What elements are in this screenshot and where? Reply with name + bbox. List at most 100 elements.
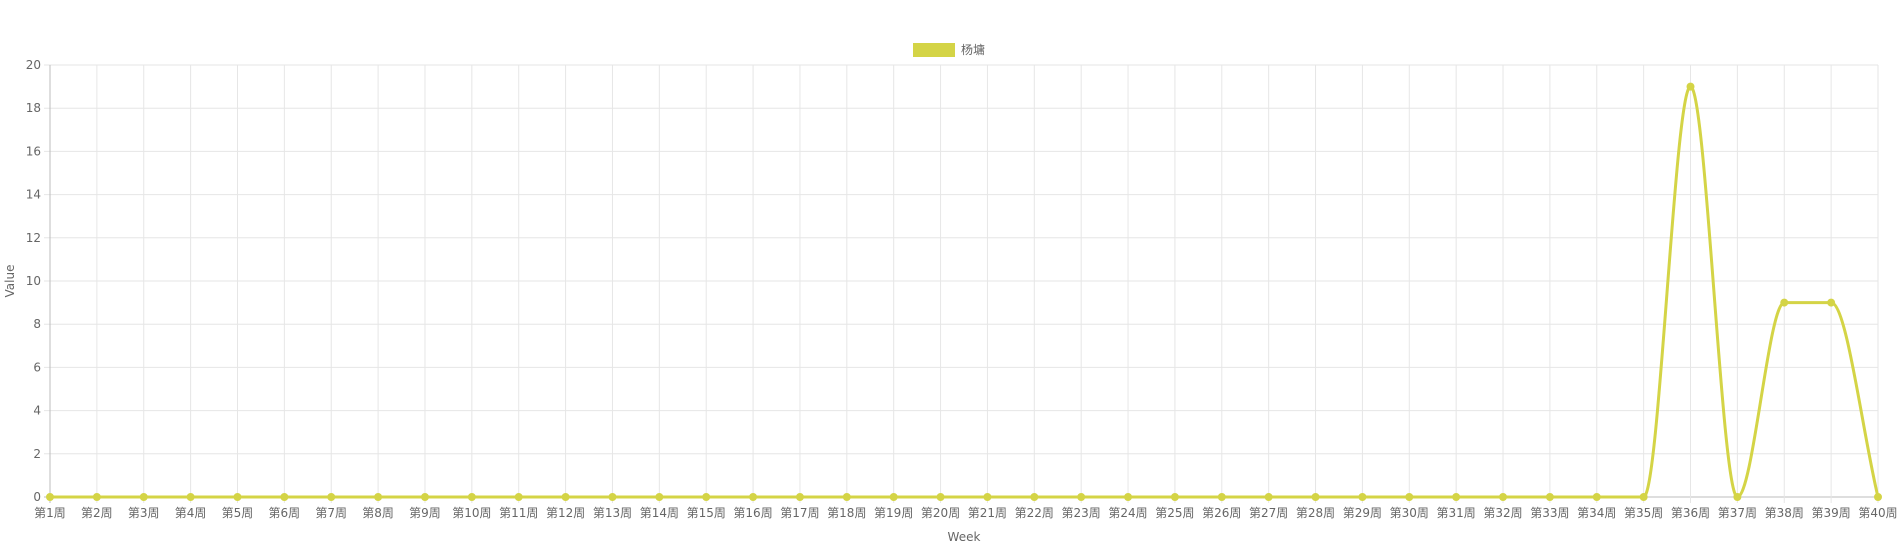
- x-tick-label: 第15周: [687, 506, 726, 520]
- data-point[interactable]: [936, 493, 945, 501]
- data-point[interactable]: [1592, 493, 1601, 501]
- x-tick-label: 第16周: [733, 506, 772, 520]
- data-point[interactable]: [1686, 82, 1695, 91]
- x-tick-label: 第14周: [640, 506, 679, 520]
- x-tick-label: 第34周: [1577, 506, 1616, 520]
- x-tick-label: 第33周: [1530, 506, 1569, 520]
- data-point[interactable]: [1311, 493, 1320, 501]
- data-point[interactable]: [280, 493, 289, 501]
- legend[interactable]: 杨墉: [913, 42, 985, 57]
- x-axis-title: Week: [948, 530, 981, 544]
- x-tick-label: 第11周: [499, 506, 538, 520]
- data-point[interactable]: [655, 493, 664, 501]
- x-tick-label: 第22周: [1015, 506, 1054, 520]
- data-point[interactable]: [1170, 493, 1179, 501]
- y-tick-label: 2: [33, 447, 41, 461]
- data-point[interactable]: [1405, 493, 1414, 501]
- x-tick-label: 第40周: [1858, 506, 1897, 520]
- series-layer: [46, 82, 1882, 501]
- x-tick-label: 第31周: [1437, 506, 1476, 520]
- data-point[interactable]: [1358, 493, 1367, 501]
- x-tick-label: 第2周: [81, 506, 113, 520]
- data-point[interactable]: [1733, 493, 1742, 501]
- data-point[interactable]: [327, 493, 336, 501]
- x-tick-label: 第37周: [1718, 506, 1757, 520]
- data-point[interactable]: [1124, 493, 1133, 501]
- y-tick-label: 18: [26, 101, 41, 115]
- data-point[interactable]: [1545, 493, 1554, 501]
- x-tick-label: 第17周: [780, 506, 819, 520]
- y-tick-label: 12: [26, 231, 41, 245]
- data-point[interactable]: [374, 493, 383, 501]
- x-tick-label: 第24周: [1108, 506, 1147, 520]
- data-point[interactable]: [186, 493, 195, 501]
- x-tick-label: 第23周: [1062, 506, 1101, 520]
- x-tick-label: 第13周: [593, 506, 632, 520]
- x-tick-label: 第25周: [1155, 506, 1194, 520]
- data-point[interactable]: [561, 493, 570, 501]
- data-point[interactable]: [1077, 493, 1086, 501]
- data-point[interactable]: [139, 493, 148, 501]
- data-point[interactable]: [1264, 493, 1273, 501]
- data-point[interactable]: [514, 493, 523, 501]
- x-tick-label: 第38周: [1765, 506, 1804, 520]
- x-tick-label: 第30周: [1390, 506, 1429, 520]
- x-tick-label: 第3周: [128, 506, 160, 520]
- x-tick-label: 第12周: [546, 506, 585, 520]
- x-tick-label: 第32周: [1483, 506, 1522, 520]
- x-tick-label: 第1周: [34, 506, 66, 520]
- data-point[interactable]: [889, 493, 898, 501]
- data-point[interactable]: [1780, 298, 1789, 307]
- y-tick-label: 6: [33, 360, 41, 374]
- data-point[interactable]: [233, 493, 242, 501]
- y-tick-label: 20: [26, 58, 41, 72]
- x-tick-label: 第20周: [921, 506, 960, 520]
- data-point[interactable]: [467, 493, 476, 501]
- x-tick-label: 第6周: [269, 506, 301, 520]
- x-tick-label: 第39周: [1811, 506, 1850, 520]
- data-point[interactable]: [1639, 493, 1648, 501]
- data-point[interactable]: [420, 493, 429, 501]
- axes: 0 2 4 6 8 10 12 14 16 18 20 第1周 第2周 第3周 第4周 第5周 第6周 第7周 第8…: [26, 58, 1898, 520]
- y-tick-label: 10: [26, 274, 41, 288]
- data-point[interactable]: [795, 493, 804, 501]
- data-point[interactable]: [1499, 493, 1508, 501]
- data-point[interactable]: [1452, 493, 1461, 501]
- y-tick-label: 0: [33, 490, 41, 504]
- data-point[interactable]: [842, 493, 851, 501]
- data-point[interactable]: [608, 493, 617, 501]
- x-tick-label: 第18周: [827, 506, 866, 520]
- x-tick-label: 第21周: [968, 506, 1007, 520]
- data-point[interactable]: [983, 493, 992, 501]
- y-tick-label: 14: [26, 188, 41, 202]
- legend-label[interactable]: 杨墉: [961, 42, 985, 57]
- data-point[interactable]: [46, 493, 54, 501]
- x-tick-label: 第36周: [1671, 506, 1710, 520]
- x-tick-label: 第8周: [362, 506, 394, 520]
- data-point[interactable]: [1827, 298, 1836, 307]
- data-point[interactable]: [1030, 493, 1039, 501]
- legend-swatch[interactable]: [913, 43, 955, 57]
- x-tick-label: 第27周: [1249, 506, 1288, 520]
- x-tick-label: 第28周: [1296, 506, 1335, 520]
- y-tick-label: 4: [33, 404, 41, 418]
- x-tick-label: 第19周: [874, 506, 913, 520]
- data-point[interactable]: [1874, 493, 1882, 501]
- data-point[interactable]: [702, 493, 711, 501]
- x-tick-label: 第5周: [222, 506, 254, 520]
- data-point[interactable]: [92, 493, 101, 501]
- data-point[interactable]: [1217, 493, 1226, 501]
- x-tick-label: 第10周: [452, 506, 491, 520]
- data-point[interactable]: [749, 493, 758, 501]
- y-axis-title: Value: [3, 265, 17, 298]
- y-tick-label: 16: [26, 144, 41, 158]
- x-tick-label: 第29周: [1343, 506, 1382, 520]
- grid: [44, 64, 1879, 503]
- y-tick-label: 8: [33, 317, 41, 331]
- x-tick-label: 第26周: [1202, 506, 1241, 520]
- x-tick-label: 第35周: [1624, 506, 1663, 520]
- x-tick-label: 第7周: [315, 506, 347, 520]
- x-tick-label: 第9周: [409, 506, 441, 520]
